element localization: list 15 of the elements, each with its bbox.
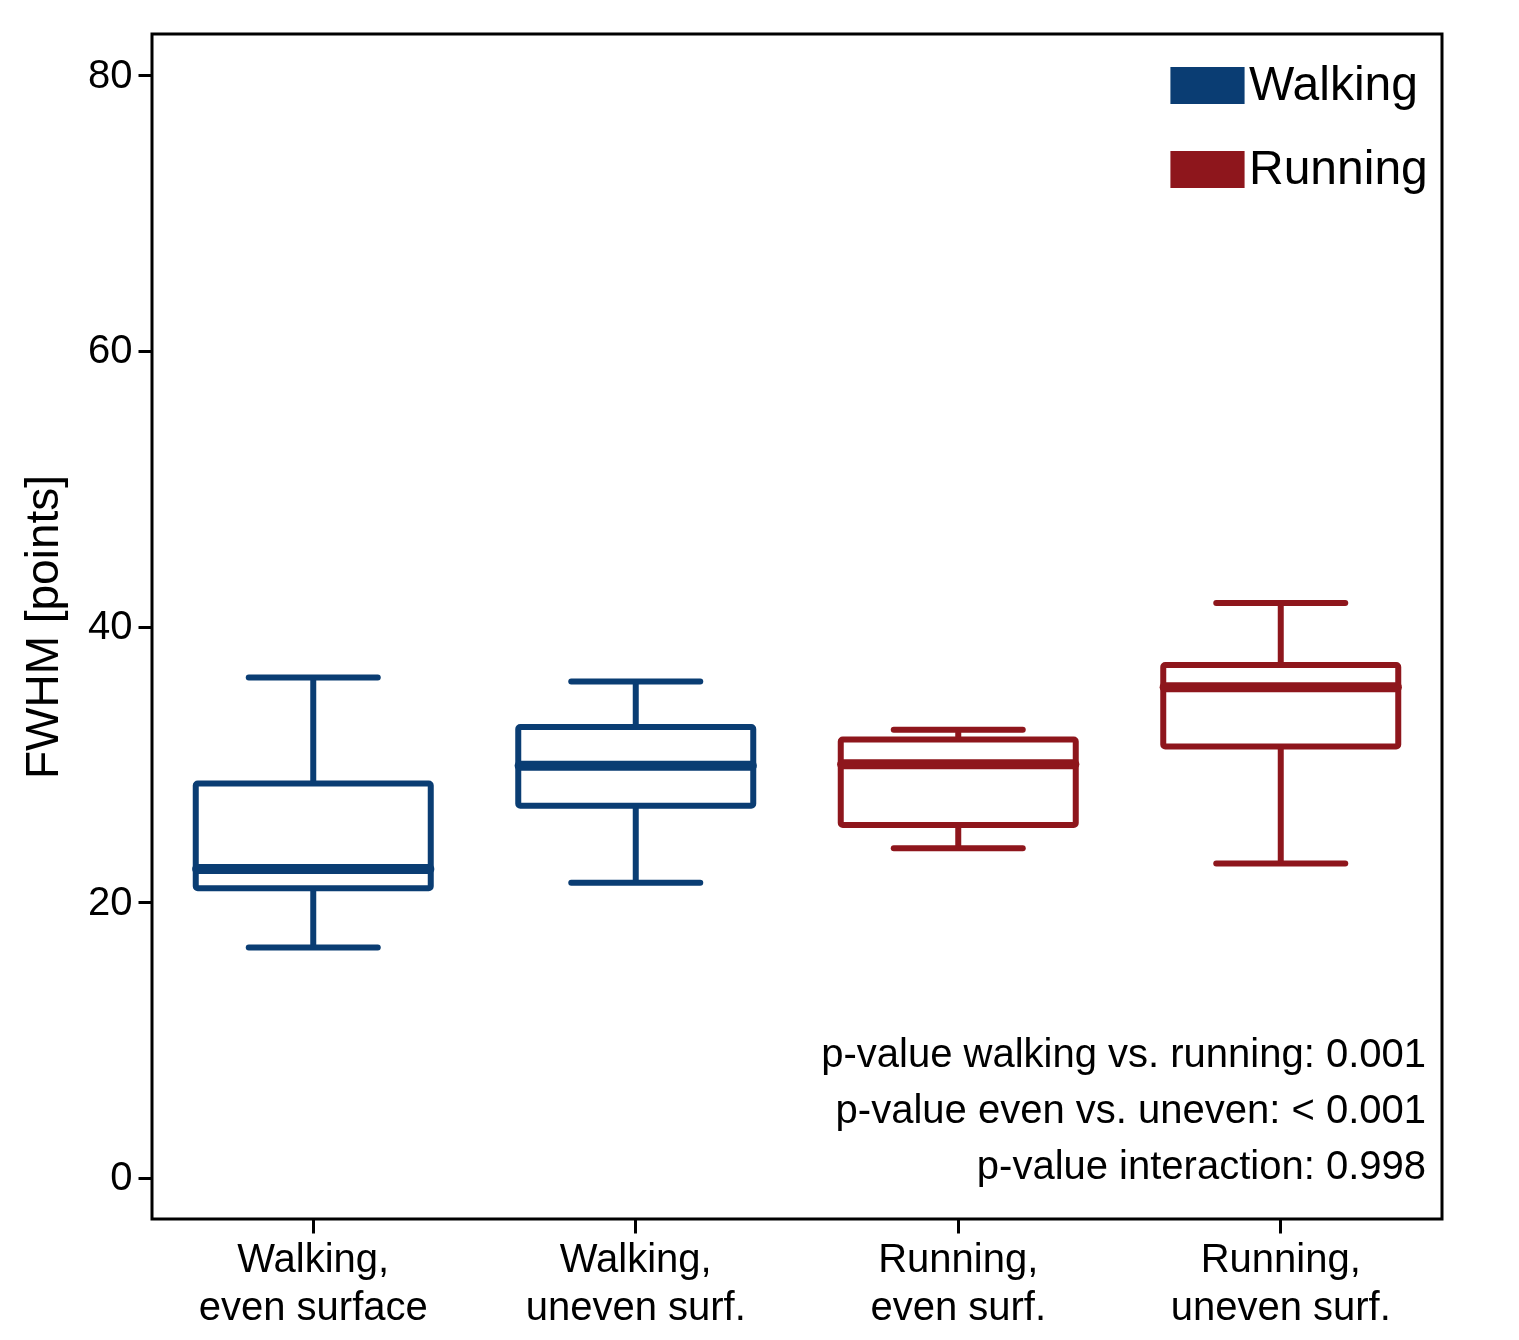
annotation: p-value walking vs. running: 0.001 <box>821 1031 1426 1075</box>
x-tick-label: Walking, uneven surf. <box>525 1235 746 1328</box>
x-tick-label: Running, even surf. <box>870 1235 1047 1328</box>
x-tick-label: Running, uneven surf. <box>1170 1235 1391 1328</box>
y-tick-label: 80 <box>88 51 133 96</box>
legend-label: Walking <box>1249 56 1418 110</box>
annotation: p-value interaction: 0.998 <box>976 1143 1426 1187</box>
legend-label: Running <box>1249 140 1428 194</box>
x-tick-label: Walking, even surface <box>198 1235 428 1328</box>
y-tick-label: 60 <box>88 327 133 372</box>
y-tick-label: 40 <box>88 603 133 647</box>
annotation: p-value even vs. uneven: < 0.001 <box>835 1087 1426 1131</box>
y-axis-title: FWHM [points] <box>16 474 69 780</box>
y-tick-label: 20 <box>88 878 133 923</box>
y-tick-label: 0 <box>110 1154 133 1199</box>
